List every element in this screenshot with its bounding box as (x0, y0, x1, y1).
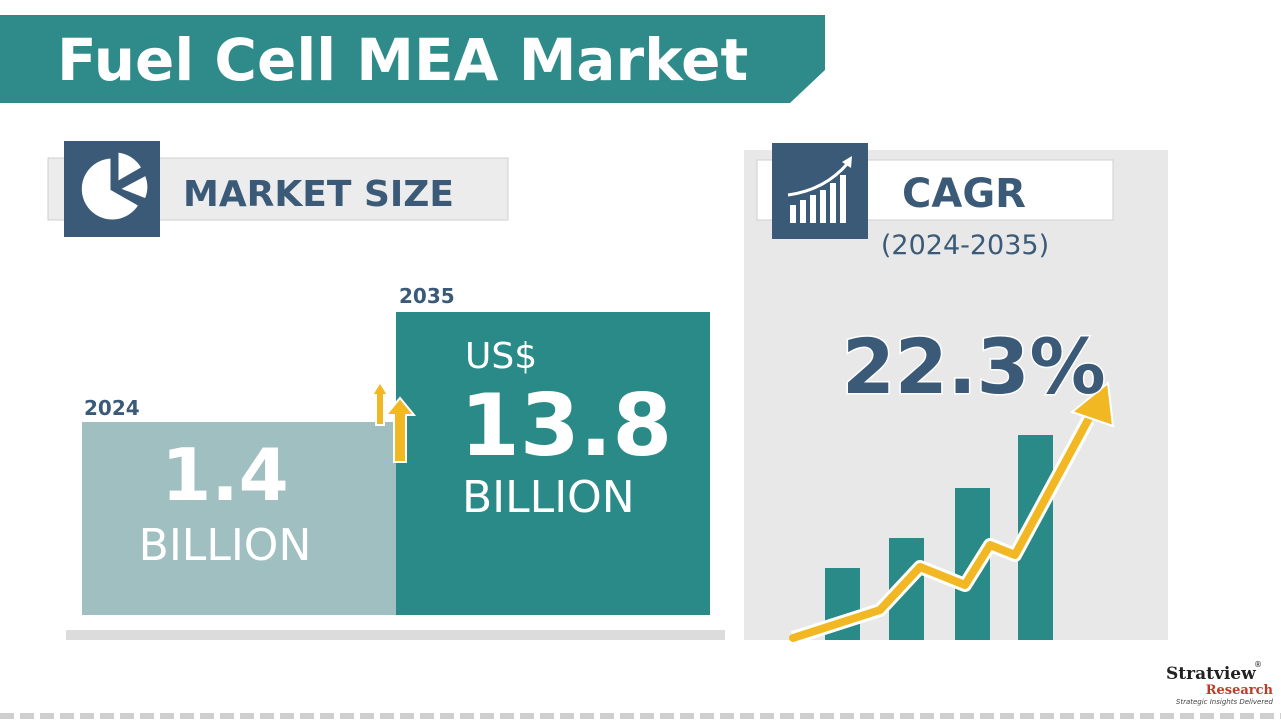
logo: Stratview ® Research Strategic Insights … (1166, 660, 1274, 706)
arrow (383, 396, 417, 463)
growth-arrows (370, 380, 417, 463)
base-bar (66, 630, 725, 640)
chart-icon (787, 156, 852, 223)
cagr-period: (2024-2035) (881, 230, 1049, 261)
icon-arrowhead (842, 156, 852, 168)
icon-bar (810, 195, 816, 223)
cagr-value: 22.3% (842, 322, 1106, 411)
year-label: 2035 (399, 284, 455, 308)
pie-slice (115, 149, 146, 186)
market-size-heading: MARKET SIZE (183, 174, 454, 215)
logo-tagline: Strategic Insights Delivered (1176, 698, 1274, 706)
icon-bar (820, 190, 826, 223)
title-banner (0, 15, 825, 103)
block-2035 (396, 312, 710, 615)
logo-mark: ® (1254, 660, 1262, 669)
title: Fuel Cell MEA Market (57, 26, 748, 94)
unit: BILLION (139, 520, 312, 571)
year-label: 2024 (84, 396, 140, 420)
block-2024 (82, 422, 396, 615)
unit: BILLION (462, 472, 635, 523)
logo-sub: Research (1206, 683, 1274, 698)
icon-line (787, 162, 850, 197)
value: 13.8 (460, 376, 672, 476)
pie-slice (78, 155, 143, 223)
pie-icon (78, 149, 151, 223)
icon-bar (840, 175, 846, 223)
currency: US$ (465, 336, 537, 377)
arrow (370, 380, 390, 426)
cagr-heading: CAGR (902, 171, 1026, 217)
trend-line (789, 416, 1092, 642)
pie-slice (114, 171, 151, 202)
logo-name: Stratview (1166, 664, 1256, 684)
trend-arrowhead (1069, 381, 1115, 428)
icon-bar (800, 200, 806, 223)
icon-bar (790, 205, 796, 223)
icon-bar (830, 183, 836, 223)
value: 1.4 (161, 433, 289, 517)
